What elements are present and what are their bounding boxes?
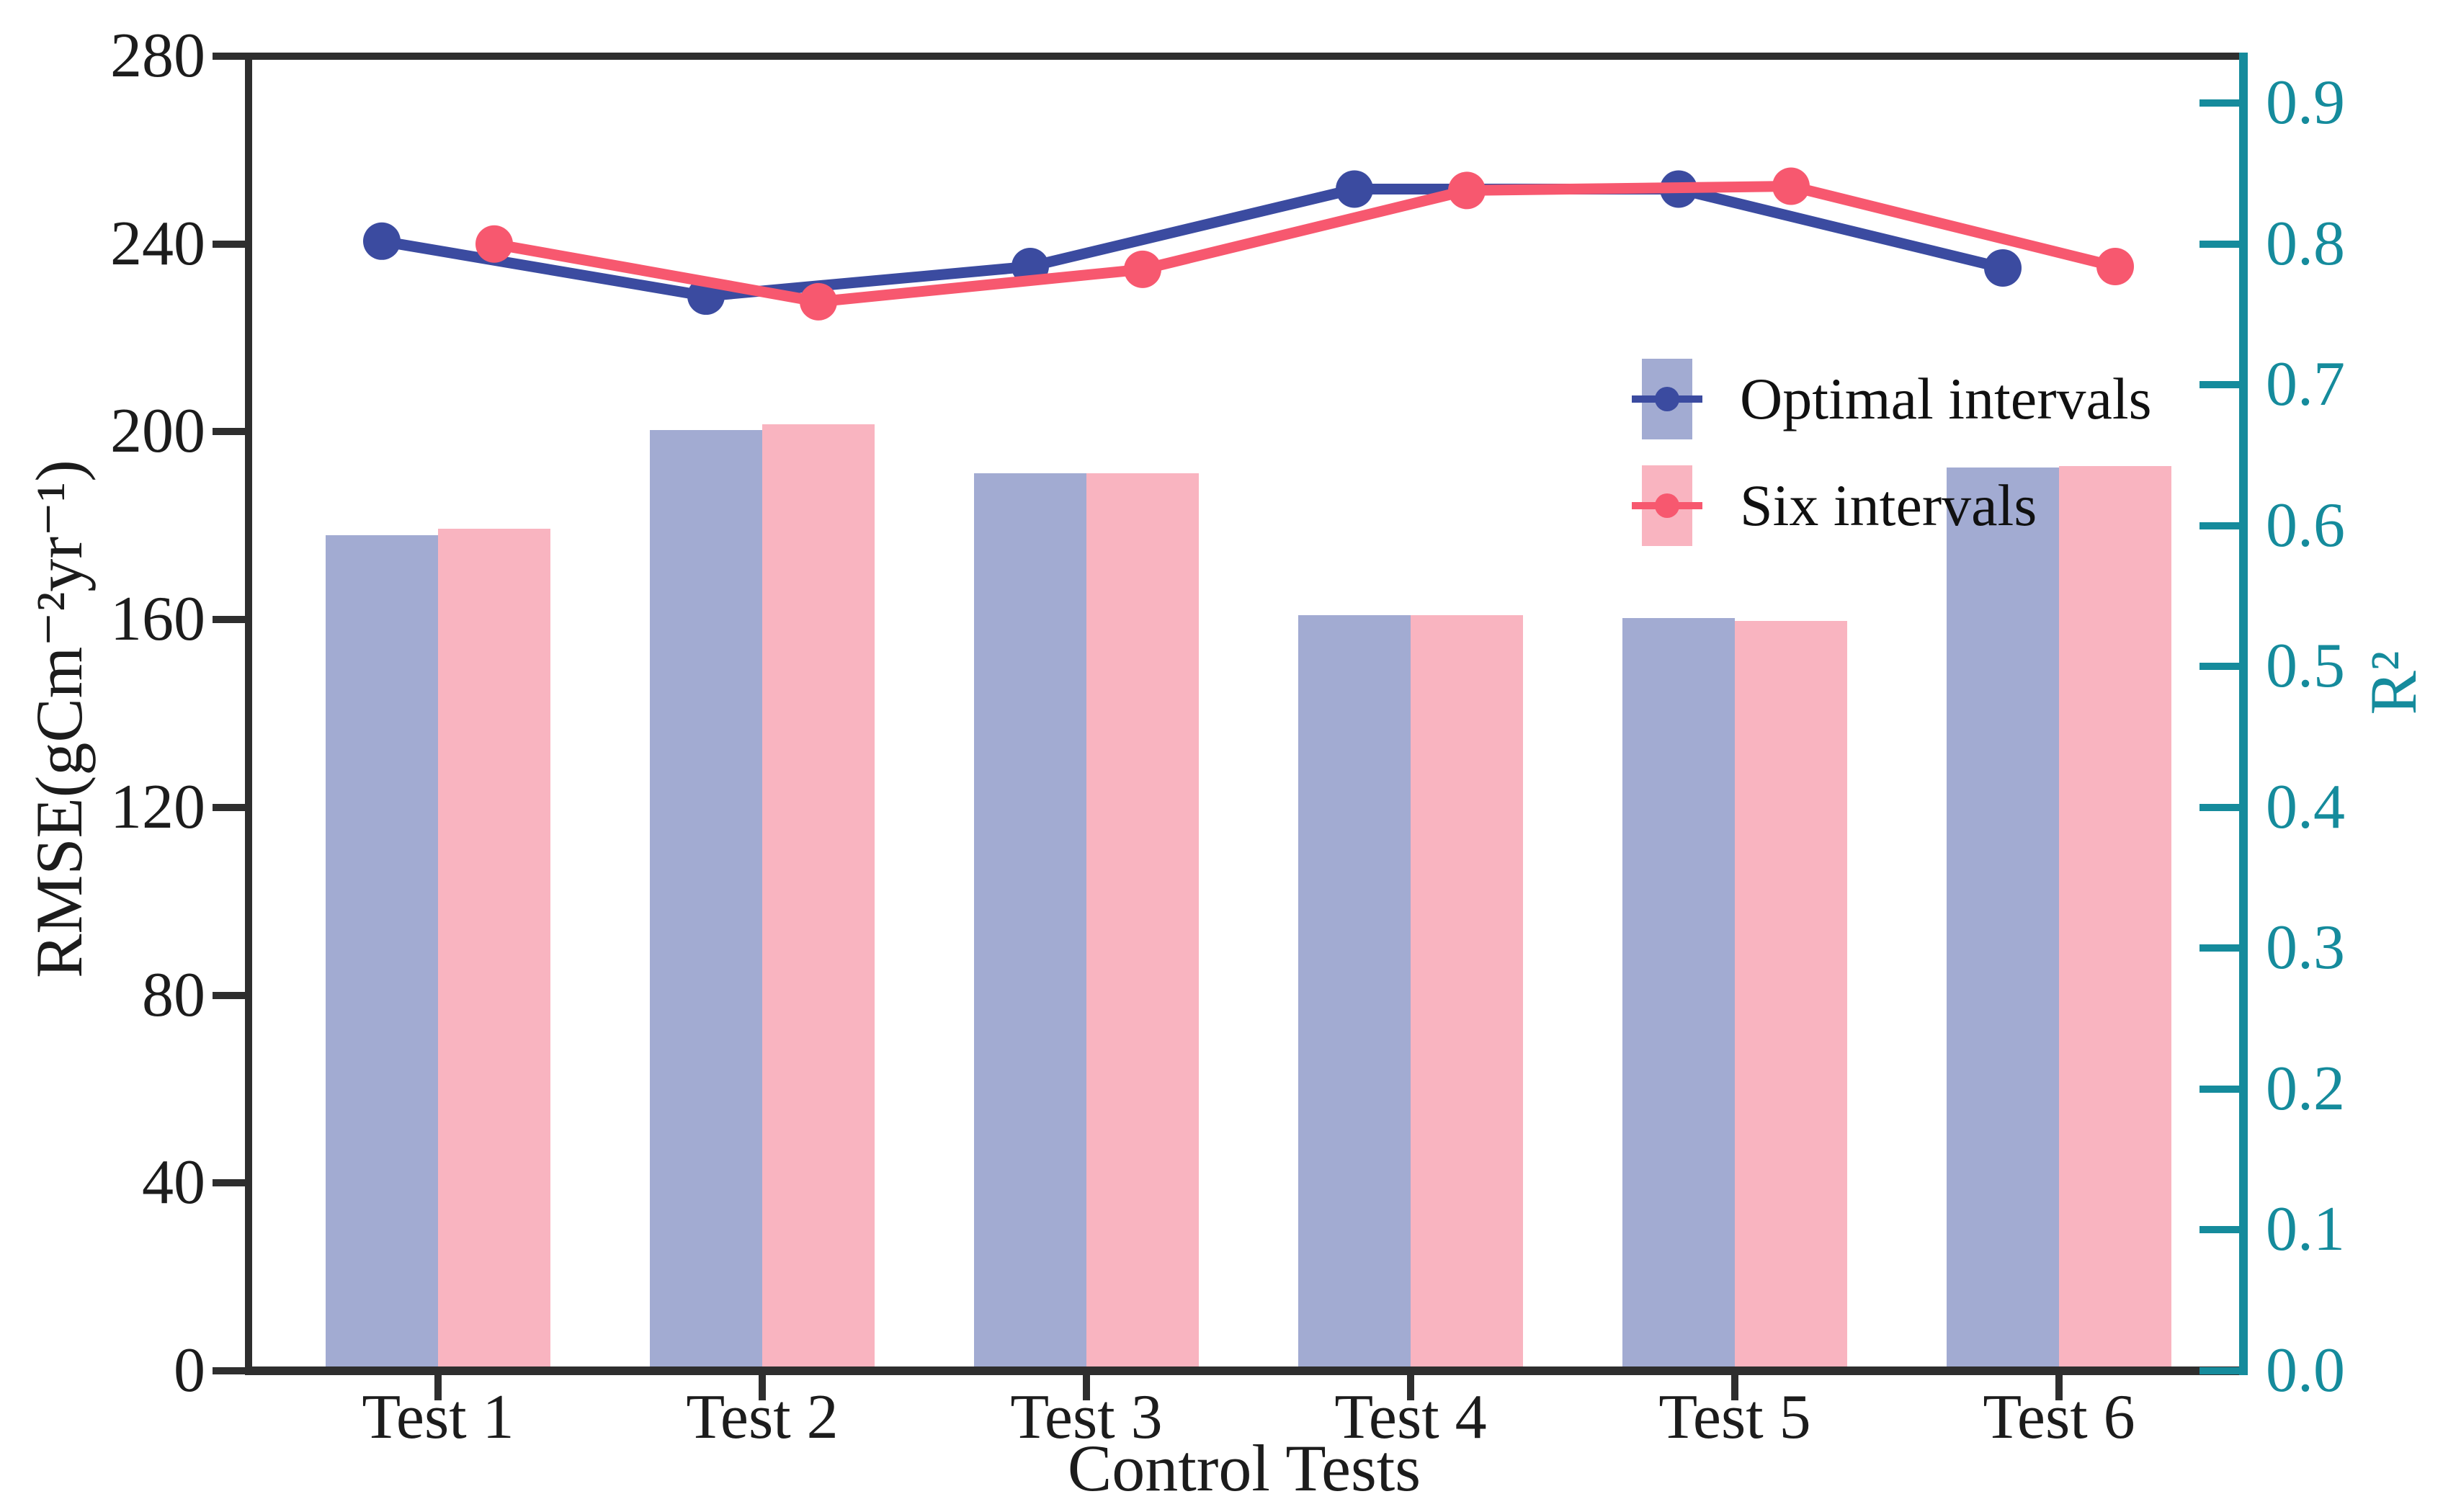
right-axis-tick-label: 0.2 [2266, 1053, 2345, 1124]
point-six-6 [2096, 247, 2134, 285]
line-six [493, 181, 2117, 308]
right-axis-tick [2199, 99, 2239, 107]
bottom-spine [245, 1366, 2248, 1375]
bar-six-3 [1086, 473, 1199, 1371]
x-axis-tick-label: Test 3 [1010, 1382, 1163, 1452]
line-layer [363, 167, 2134, 321]
right-axis-tick-label: 0.3 [2266, 913, 2345, 983]
left-axis-tick [213, 1179, 245, 1187]
legend-dot-six-icon [1655, 493, 1679, 518]
x-axis-tick [1407, 1375, 1414, 1400]
right-axis-tick [2199, 944, 2239, 952]
x-axis-tick-label: Test 2 [686, 1382, 839, 1452]
left-axis-tick [213, 803, 245, 811]
legend-label-six: Six intervals [1740, 473, 2037, 538]
x-axis-tick [434, 1375, 442, 1400]
x-axis-tick-label: Test 5 [1658, 1382, 1811, 1452]
left-axis-tick [213, 240, 245, 248]
left-y-axis-title: RMSE(gCm⁻²yr⁻¹) [22, 460, 96, 978]
x-axis-tick [1083, 1375, 1090, 1400]
x-axis-tick [1731, 1375, 1738, 1400]
right-axis-tick-label: 0.1 [2266, 1194, 2345, 1265]
point-six-1 [475, 225, 513, 263]
point-six-2 [800, 282, 837, 321]
x-axis-tick [2055, 1375, 2063, 1400]
line-optimal [380, 183, 2004, 302]
bar-six-4 [1411, 614, 1523, 1371]
legend-marker-optimal-icon [1632, 359, 1702, 439]
left-axis-tick-label: 0 [174, 1336, 205, 1405]
bar-optimal-5 [1622, 618, 1735, 1371]
left-spine [245, 53, 252, 1375]
top-spine [245, 53, 2248, 60]
left-axis-tick-label: 240 [110, 208, 205, 279]
x-axis-tick [759, 1375, 766, 1400]
right-axis-tick-label: 0.5 [2266, 631, 2345, 702]
right-axis-tick [2199, 240, 2239, 248]
right-axis-tick-label: 0.8 [2266, 208, 2345, 279]
legend-dot-optimal-icon [1655, 387, 1679, 411]
left-axis-tick-label: 280 [110, 21, 205, 91]
left-axis-tick-label: 40 [142, 1148, 205, 1218]
bar-six-5 [1735, 621, 1847, 1371]
legend-entry-optimal-intervals: Optimal intervals [1632, 359, 2152, 439]
bar-optimal-1 [326, 534, 438, 1371]
bar-optimal-3 [974, 473, 1086, 1371]
point-optimal-1 [363, 222, 401, 260]
right-axis-tick-label: 0.9 [2266, 68, 2345, 138]
right-axis-tick-label: 0.4 [2266, 771, 2345, 842]
right-axis-tick-label: 0.0 [2266, 1336, 2345, 1405]
bar-six-1 [438, 528, 550, 1371]
left-axis-tick-label: 160 [110, 584, 205, 655]
right-spine [2239, 53, 2248, 1375]
bar-optimal-4 [1298, 615, 1411, 1371]
left-axis-tick [213, 616, 245, 624]
right-axis-tick-label: 0.6 [2266, 490, 2345, 560]
right-axis-tick [2199, 1085, 2239, 1093]
left-axis-tick-label: 200 [110, 396, 205, 467]
point-optimal-4 [1336, 170, 1373, 208]
right-y-axis-title: R² [2357, 650, 2430, 715]
bar-layer [249, 56, 2243, 1371]
x-axis-tick-label: Test 6 [1983, 1382, 2135, 1452]
plot-area [249, 56, 2243, 1371]
left-axis-tick [213, 1367, 245, 1374]
legend-label-optimal: Optimal intervals [1740, 366, 2152, 431]
point-six-3 [1124, 250, 1161, 288]
bar-six-2 [762, 424, 875, 1371]
x-axis-tick-label: Test 1 [362, 1382, 514, 1452]
bar-optimal-6 [1947, 467, 2059, 1371]
bar-optimal-2 [650, 430, 762, 1371]
point-six-5 [1772, 167, 1810, 205]
point-six-4 [1448, 171, 1486, 210]
right-axis-tick [2199, 803, 2239, 811]
left-axis-tick [213, 991, 245, 999]
left-axis-tick [213, 428, 245, 436]
x-axis-tick-label: Test 4 [1334, 1382, 1487, 1452]
right-axis-tick [2199, 381, 2239, 389]
right-axis-tick [2199, 522, 2239, 529]
legend: Optimal intervals Six intervals [1632, 359, 2152, 572]
left-axis-tick-label: 80 [142, 959, 205, 1030]
bar-six-6 [2059, 466, 2171, 1371]
left-axis-tick [213, 53, 245, 60]
legend-entry-six-intervals: Six intervals [1632, 465, 2152, 546]
left-axis-tick-label: 120 [110, 771, 205, 842]
right-axis-tick-label: 0.7 [2266, 349, 2345, 420]
x-axis-title: Control Tests [1067, 1431, 1421, 1505]
legend-marker-six-icon [1632, 465, 1702, 546]
point-optimal-6 [1984, 249, 2022, 287]
right-axis-tick [2199, 1367, 2239, 1374]
right-axis-tick [2199, 663, 2239, 671]
right-axis-tick [2199, 1226, 2239, 1234]
